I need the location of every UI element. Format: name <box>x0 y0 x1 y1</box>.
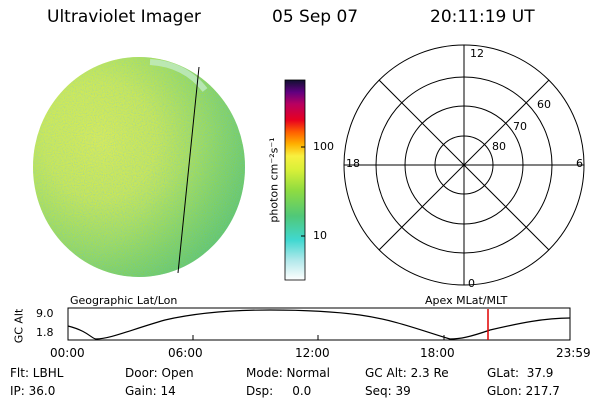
altitude-plot-frame <box>67 307 571 341</box>
date-label: 05 Sep 07 <box>272 7 359 27</box>
info-gain: Gain: 14 <box>125 384 176 398</box>
info-flt: Flt: LBHL <box>10 366 64 380</box>
time-label: 20:11:19 UT <box>430 7 535 27</box>
instrument-title: Ultraviolet Imager <box>47 7 201 27</box>
timeline-right-title: Apex MLat/MLT <box>425 294 508 307</box>
polar-diagonal-2 <box>378 79 550 251</box>
info-door: Door: Open <box>125 366 194 380</box>
colorbar-tick-label-10: 10 <box>313 229 327 242</box>
mlt-label-0: 0 <box>468 277 475 290</box>
info-glon: GLon: 217.7 <box>487 384 560 398</box>
info-gc-alt: GC Alt: 2.3 Re <box>365 366 449 380</box>
info-glat: GLat: 37.9 <box>487 366 554 380</box>
mlt-label-18: 18 <box>346 157 360 170</box>
info-seq: Seq: 39 <box>365 384 411 398</box>
timeline-ytick-top: 9.0 <box>36 307 54 320</box>
lat-label-60: 60 <box>537 98 551 111</box>
terminator-line <box>177 66 200 274</box>
colorbar-tick-label-100: 100 <box>313 140 334 153</box>
lat-label-70: 70 <box>513 120 527 133</box>
timeline-xtick-1800: 18:00 <box>420 346 455 360</box>
info-mode: Mode: Normal <box>246 366 330 380</box>
timeline-xtick-1200: 12:00 <box>295 346 330 360</box>
altitude-plot-xticks <box>192 335 445 340</box>
mlt-label-12: 12 <box>470 47 484 60</box>
timeline-xtick-2359: 23:59 <box>556 346 591 360</box>
timeline-xtick-0600: 06:00 <box>168 346 203 360</box>
info-dsp: Dsp: 0.0 <box>246 384 312 398</box>
mlt-label-6: 6 <box>576 157 583 170</box>
timeline-left-title: Geographic Lat/Lon <box>70 294 178 307</box>
altitude-curve <box>67 309 571 340</box>
lat-label-80: 80 <box>492 140 506 153</box>
timeline-ytick-bottom: 1.8 <box>36 326 54 339</box>
info-ip: IP: 36.0 <box>10 384 56 398</box>
timeline-xtick-0000: 00:00 <box>50 346 85 360</box>
